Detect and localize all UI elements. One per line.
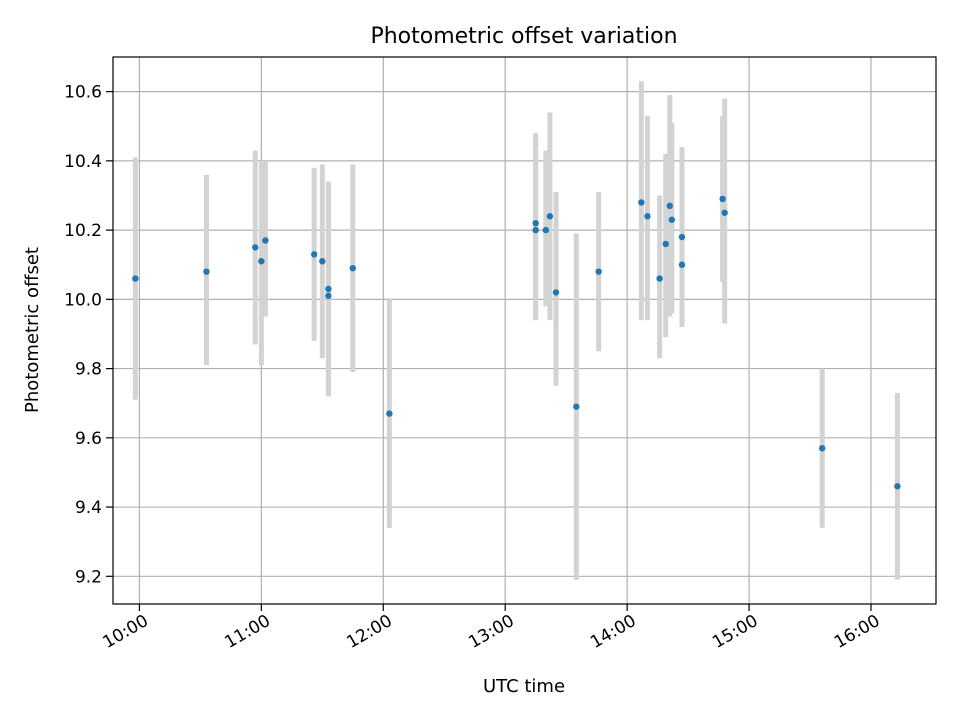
y-tick-label: 10.0 [64, 290, 102, 310]
data-point [644, 213, 651, 220]
data-point [325, 285, 332, 293]
data-point [203, 268, 210, 275]
data-point [532, 226, 539, 234]
data-point [595, 268, 602, 275]
x-axis-label: UTC time [483, 676, 565, 697]
data-point [656, 275, 663, 282]
grid-lines [113, 57, 936, 604]
data-point [262, 237, 269, 244]
data-point [819, 445, 826, 452]
data-point [132, 275, 139, 282]
chart-title: Photometric offset variation [370, 24, 677, 49]
data-point [532, 219, 539, 227]
y-tick-label: 9.2 [75, 567, 102, 587]
y-tick-label: 9.4 [75, 498, 102, 518]
data-point [319, 258, 326, 265]
data-point [252, 244, 259, 251]
data-point [546, 213, 554, 220]
y-axis-label: Photometric offset [22, 247, 43, 413]
data-point [310, 251, 318, 258]
data-point [721, 209, 728, 216]
y-tick-label: 10.4 [64, 152, 102, 172]
data-point [386, 410, 393, 417]
data-point [666, 202, 673, 210]
data-point [662, 240, 669, 248]
data-points [132, 195, 901, 490]
data-point [349, 264, 356, 272]
data-point [552, 289, 560, 296]
plot-frame [112, 56, 937, 605]
y-tick-label: 9.6 [75, 429, 102, 449]
y-tick-label: 10.6 [64, 83, 102, 103]
y-tick-label: 10.2 [64, 221, 102, 241]
y-axis-ticks: 9.2 9.4 9.6 9.8 10.0 10.2 10.4 10.6 [64, 83, 113, 587]
data-point [258, 258, 265, 265]
y-tick-label: 9.8 [75, 360, 102, 380]
data-point [678, 233, 686, 241]
data-point [719, 195, 726, 203]
data-point [894, 483, 901, 490]
data-point [573, 403, 580, 410]
data-point [542, 226, 550, 234]
data-point [668, 216, 676, 223]
data-point [325, 292, 332, 300]
data-point [678, 261, 686, 268]
data-point [638, 199, 645, 206]
